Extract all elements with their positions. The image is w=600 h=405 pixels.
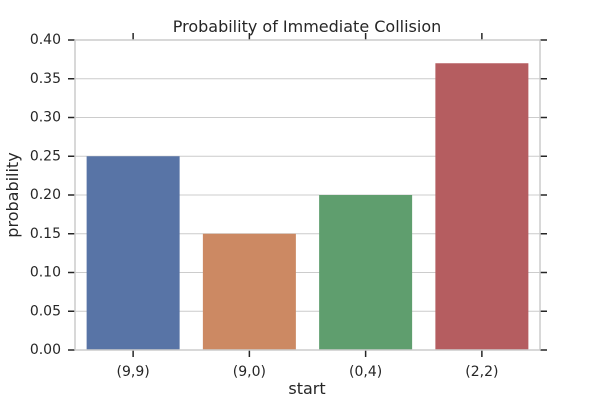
x-axis-label: start [288,379,325,398]
y-tick-label: 0.00 [30,342,61,358]
bar [86,156,180,350]
y-tick-label: 0.15 [30,226,61,242]
bar [202,233,296,350]
bars [86,63,529,350]
y-axis-label: probability [3,152,22,237]
bar [319,195,413,350]
plot-frame [74,39,541,351]
y-tick-label: 0.20 [30,187,61,203]
y-tick-label: 0.05 [30,303,61,319]
axes [68,33,547,357]
x-tick-label: (0,4) [349,364,382,380]
y-tick-label: 0.10 [30,265,61,281]
x-tick-label: (2,2) [465,364,498,380]
y-tick-label: 0.25 [30,148,61,164]
y-tick-label: 0.30 [30,110,61,126]
y-tick-label: 0.40 [30,32,61,48]
x-tick-label: (9,9) [117,364,150,380]
x-tick-label: (9,0) [233,364,266,380]
bar [435,63,529,350]
y-tick-label: 0.35 [30,71,61,87]
chart-title: Probability of Immediate Collision [173,17,442,36]
tick-labels: 0.00 0.05 0.10 0.15 0.20 0.25 0.30 0.35 0.40 (9,9… [30,32,499,380]
